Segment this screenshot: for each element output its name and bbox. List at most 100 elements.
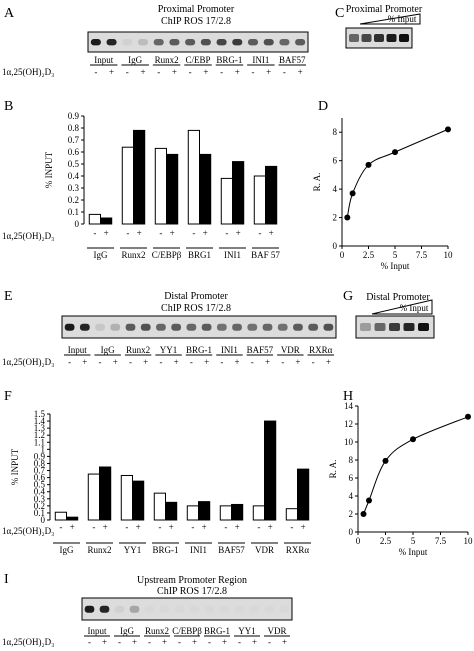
treatment-sign: -	[159, 228, 162, 238]
bar	[133, 129, 146, 225]
bar	[99, 466, 112, 521]
treatment-sign: +	[268, 522, 273, 532]
x-tick-label: 0	[340, 250, 345, 260]
treatment-sign: -	[238, 637, 241, 647]
treatment-sign: -	[190, 357, 193, 367]
y-tick-label: 1	[41, 444, 46, 454]
y-tick-label: 0.1	[68, 207, 79, 217]
panel-letter-d: D	[318, 99, 328, 114]
wedge-label: % Input	[400, 303, 429, 313]
treatment-sign: +	[82, 357, 87, 367]
bar	[232, 161, 245, 225]
gel-band	[374, 323, 386, 331]
data-point	[410, 436, 416, 443]
bar	[187, 129, 200, 225]
y-tick-label: 1.3	[34, 423, 46, 433]
lane-label: INI1	[252, 55, 269, 65]
gel-band	[114, 605, 125, 613]
bar	[121, 146, 134, 225]
gel-band	[295, 39, 306, 46]
treatment-sign: +	[104, 228, 109, 238]
treatment-sign: +	[252, 637, 257, 647]
y-tick-label: 1.2	[34, 430, 45, 440]
bar	[219, 505, 232, 521]
treatment-sign: +	[162, 637, 167, 647]
panel-c-title: Proximal Promoter	[346, 4, 423, 15]
category-label: BAF57	[218, 545, 245, 555]
treatment-sign: -	[93, 228, 96, 238]
y-tick-label: 0.6	[34, 473, 46, 483]
treatment-sign: +	[236, 228, 241, 238]
data-point	[360, 511, 367, 517]
panel-g-title: Distal Promoter	[366, 292, 430, 303]
category-label: BAF 57	[251, 250, 280, 260]
y-tick-label: 1.1	[34, 437, 45, 447]
bar	[88, 213, 101, 225]
gel-band	[137, 39, 149, 46]
treatment-sign: -	[125, 522, 128, 532]
y-tick-label: 2	[349, 509, 354, 519]
gel-band	[144, 605, 155, 613]
gel-band	[122, 39, 133, 46]
y-tick-label: 6	[349, 473, 354, 483]
data-point	[445, 126, 451, 133]
category-label: IgG	[60, 545, 74, 555]
category-label: VDR	[255, 545, 274, 555]
gel-band	[159, 605, 170, 613]
y-tick-label: 0.8	[34, 458, 46, 468]
gel-band	[200, 39, 211, 46]
gel-band	[216, 323, 227, 331]
gel-band	[125, 323, 136, 331]
bar	[100, 217, 113, 225]
bar	[153, 492, 166, 521]
panel-a-title: Proximal Promoter	[158, 4, 235, 15]
treatment-sign: +	[132, 637, 137, 647]
y-tick-label: 0.2	[34, 501, 45, 511]
x-tick-label: 10	[464, 536, 474, 546]
category-label: Runx2	[87, 545, 111, 555]
treatment-sign: +	[326, 357, 331, 367]
gel-background	[81, 597, 293, 621]
treatment-sign: -	[281, 357, 284, 367]
lane-label: VDR	[281, 345, 300, 355]
treatment-sign: +	[269, 228, 274, 238]
treatment-sign: -	[220, 357, 223, 367]
data-point	[365, 161, 372, 168]
treatment-sign: +	[266, 67, 271, 77]
treatment-sign: -	[290, 522, 293, 532]
panel-letter-c: C	[335, 6, 344, 21]
treatment-sign: +	[301, 522, 306, 532]
y-tick-label: 0.1	[34, 508, 45, 518]
treatment-sign: -	[129, 357, 132, 367]
panel-a-subtitle: ChIP ROS 17/2.8	[161, 16, 231, 27]
bar	[199, 153, 212, 225]
y-tick-label: 0.7	[68, 135, 80, 145]
treatment-sign: +	[235, 357, 240, 367]
treatment-sign: -	[94, 67, 97, 77]
gel-band	[277, 323, 288, 331]
y-tick-label: 0	[333, 241, 338, 251]
treatment-sign: -	[283, 67, 286, 77]
gel-band	[399, 34, 409, 42]
treatment-sign: -	[189, 67, 192, 77]
figure-content: Input IgG Runx2 C/EBP BRG-1 INI1 BAF57- + - + - + - +…	[2, 13, 474, 647]
x-axis-label: % Input	[399, 547, 428, 557]
y-axis-label: % INPUT	[44, 151, 54, 188]
gel-band	[361, 34, 372, 42]
gel-band	[185, 39, 196, 46]
y-tick-label: 0.9	[34, 451, 46, 461]
data-point	[366, 497, 372, 504]
bar	[265, 165, 278, 225]
bar	[87, 473, 100, 521]
gel-band	[234, 605, 245, 613]
y-tick-label: 0	[75, 219, 80, 229]
gel-band	[389, 323, 400, 331]
bar	[186, 505, 199, 521]
y-axis-label: % INPUT	[10, 448, 20, 485]
bar	[165, 501, 178, 521]
bar	[154, 147, 167, 225]
treatment-sign: +	[235, 67, 240, 77]
gel-band	[249, 605, 260, 613]
lane-label: Input	[88, 626, 107, 636]
data-point	[465, 413, 471, 420]
